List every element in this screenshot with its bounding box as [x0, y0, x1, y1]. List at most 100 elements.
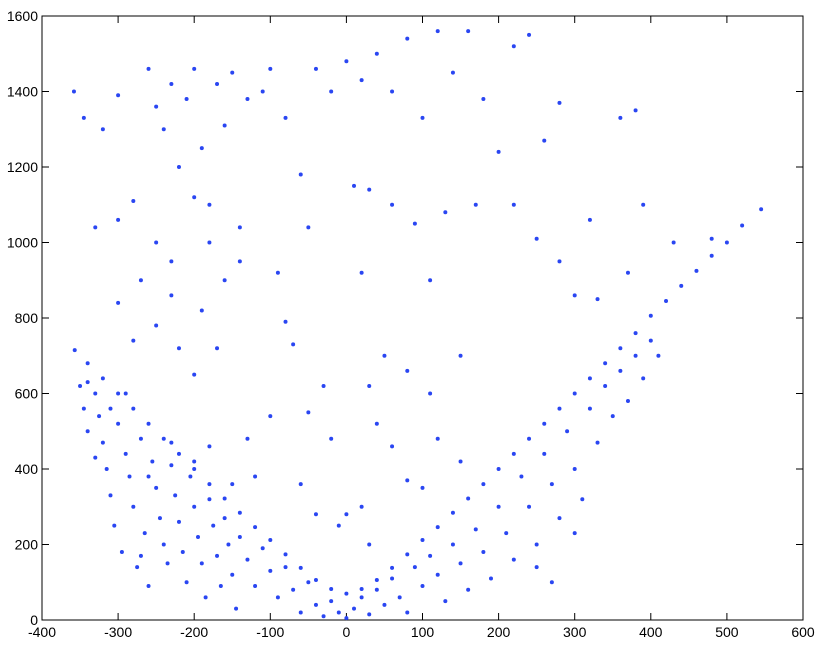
point [534, 542, 539, 547]
point [549, 580, 554, 585]
point [625, 270, 630, 275]
point [169, 463, 174, 468]
point [329, 587, 334, 592]
y-tick-label: 600 [15, 386, 39, 402]
point [412, 221, 417, 226]
point [390, 202, 395, 207]
point [321, 614, 326, 619]
point [428, 278, 433, 283]
point [192, 372, 197, 377]
point [321, 383, 326, 388]
point [618, 346, 623, 351]
point [169, 440, 174, 445]
point [176, 165, 181, 169]
point [275, 270, 280, 275]
point [313, 602, 318, 607]
point [488, 576, 493, 581]
point [199, 561, 204, 566]
point [641, 202, 646, 207]
point [104, 467, 109, 471]
point [253, 474, 258, 479]
point [100, 127, 105, 132]
point [511, 44, 516, 49]
point [511, 202, 516, 207]
point [359, 587, 364, 592]
y-tick-label: 1400 [7, 84, 38, 100]
point [260, 546, 265, 551]
point [306, 410, 311, 415]
point [93, 391, 98, 396]
point [466, 29, 471, 34]
y-tick-label: 800 [15, 310, 39, 326]
point [230, 572, 235, 577]
point [218, 584, 223, 589]
point [435, 572, 440, 577]
point [557, 259, 562, 264]
point [709, 236, 714, 241]
point [71, 89, 76, 94]
point [542, 451, 547, 456]
point [367, 383, 372, 388]
point [587, 217, 592, 222]
point [679, 283, 684, 288]
x-tick-label: -400 [28, 624, 56, 640]
point [542, 421, 547, 426]
point [610, 414, 615, 419]
point [313, 512, 318, 517]
point [192, 459, 197, 464]
point [150, 459, 155, 464]
point [222, 516, 227, 521]
point [420, 115, 425, 120]
point [382, 353, 387, 358]
point [572, 467, 577, 471]
point [112, 523, 117, 528]
point [374, 577, 379, 582]
point [196, 534, 201, 539]
point [313, 66, 318, 71]
point [397, 595, 402, 600]
y-tick-label: 1000 [7, 235, 38, 251]
point [215, 346, 220, 351]
point [138, 553, 143, 558]
point [131, 504, 136, 509]
point [119, 550, 124, 555]
point [192, 66, 197, 71]
point [527, 504, 532, 509]
point [618, 115, 623, 120]
point [481, 482, 486, 487]
point [572, 293, 577, 298]
point [260, 89, 265, 94]
point [724, 240, 729, 245]
point [291, 587, 296, 592]
point [245, 97, 250, 102]
point [81, 406, 86, 411]
point [336, 610, 341, 615]
point [664, 299, 669, 304]
point [176, 451, 181, 456]
point [557, 100, 562, 105]
point [135, 565, 140, 570]
point [458, 459, 463, 464]
point [253, 525, 258, 530]
point [180, 550, 185, 555]
point [405, 36, 410, 41]
point [245, 436, 250, 441]
point [176, 519, 181, 524]
point [420, 485, 425, 490]
point [215, 81, 220, 86]
point [116, 93, 121, 98]
point [146, 66, 151, 71]
point [199, 308, 204, 313]
point [192, 195, 197, 200]
point [435, 525, 440, 530]
point [283, 319, 288, 324]
point [138, 436, 143, 441]
point [222, 496, 227, 501]
point [108, 493, 113, 498]
point [625, 399, 630, 404]
point [694, 268, 699, 273]
point [85, 380, 90, 385]
point [412, 565, 417, 570]
point [633, 108, 638, 113]
point [671, 240, 676, 245]
